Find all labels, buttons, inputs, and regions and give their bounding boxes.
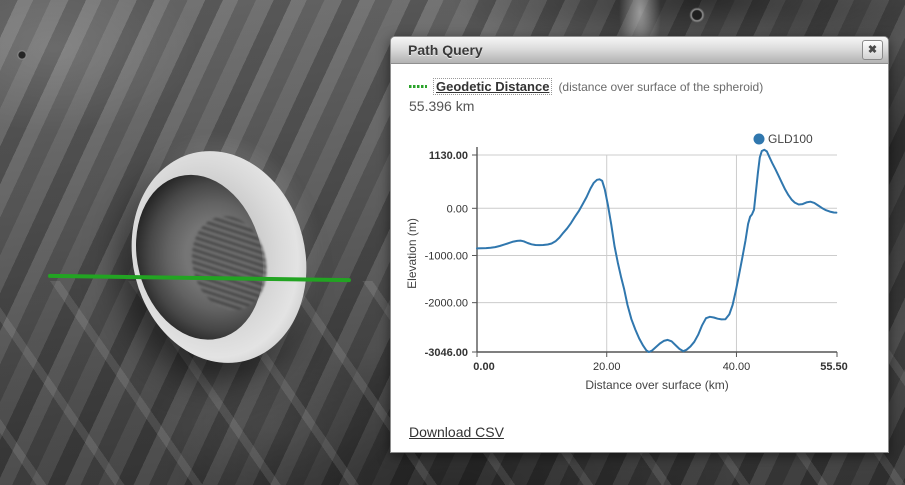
geodetic-distance-note: (distance over surface of the spheroid) — [558, 79, 764, 94]
y-tick-label: -2000.00 — [425, 298, 468, 310]
close-button[interactable]: ✖ — [862, 40, 883, 60]
y-tick-label: 0.00 — [447, 203, 468, 215]
dialog-body: Geodetic Distance (distance over surface… — [391, 64, 888, 452]
x-tick-label: 55.50 — [820, 361, 848, 373]
legend-dot-icon — [753, 133, 765, 145]
close-icon: ✖ — [867, 43, 878, 56]
x-tick-label: 40.00 — [723, 361, 751, 373]
geodetic-distance-swatch-icon — [409, 85, 427, 88]
dialog-title: Path Query — [408, 42, 483, 58]
download-csv-link[interactable]: Download CSV — [409, 424, 504, 440]
x-tick-label: 20.00 — [593, 361, 621, 373]
y-tick-label: -3046.00 — [425, 347, 468, 359]
geodetic-distance-label[interactable]: Geodetic Distance — [433, 78, 553, 95]
distance-value: 55.396 km — [409, 98, 475, 114]
x-axis-title: Distance over surface (km) — [585, 378, 728, 392]
elevation-profile-line[interactable] — [476, 148, 838, 353]
measure-row: Geodetic Distance (distance over surface… — [391, 64, 888, 95]
y-tick-label: -1000.00 — [425, 250, 468, 262]
y-tick-label: 1130.00 — [429, 150, 468, 162]
x-tick-label: 0.00 — [473, 361, 494, 373]
y-axis-title: Elevation (m) — [405, 218, 419, 289]
path-query-dialog: Path Query ✖ Geodetic Distance (distance… — [390, 36, 889, 453]
elevation-chart[interactable]: 1130.00 0.00 -1000.00 -2000.00 -3046.00 0.00 2… — [391, 112, 890, 402]
dialog-titlebar[interactable]: Path Query ✖ — [391, 37, 888, 64]
legend-label: GLD100 — [768, 132, 813, 146]
